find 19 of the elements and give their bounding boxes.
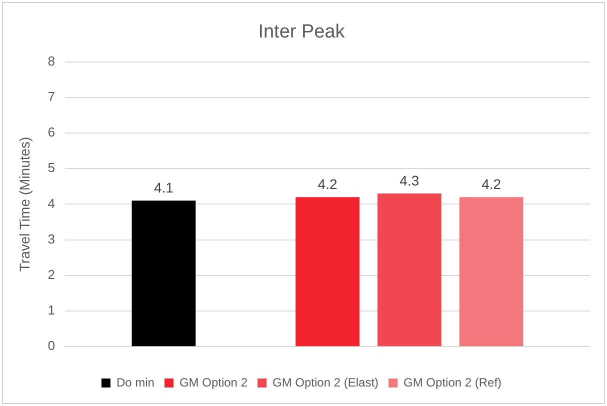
data-label: 4.1 xyxy=(154,180,174,196)
y-tick-label: 8 xyxy=(48,53,56,68)
y-tick-label: 4 xyxy=(48,196,56,211)
legend-label: GM Option 2 (Elast) xyxy=(272,375,379,390)
y-tick-label: 0 xyxy=(48,338,56,354)
y-tick-label: 1 xyxy=(48,302,56,318)
y-tick-label: 6 xyxy=(48,124,56,140)
y-axis-title: Travel Time (Minutes) xyxy=(16,136,32,272)
data-label: 4.2 xyxy=(318,176,338,192)
data-label: 4.3 xyxy=(400,172,420,188)
y-tick-label: 5 xyxy=(48,160,56,176)
data-label: 4.2 xyxy=(482,176,502,192)
chart-title: Inter Peak xyxy=(258,22,346,43)
y-tick-label: 3 xyxy=(48,231,56,246)
legend-label: GM Option 2 (Ref) xyxy=(404,375,502,390)
y-tick-label: 7 xyxy=(48,88,56,104)
y-tick-label: 2 xyxy=(48,266,56,282)
legend-label: Do min xyxy=(116,375,154,390)
legend-label: GM Option 2 xyxy=(179,375,248,390)
